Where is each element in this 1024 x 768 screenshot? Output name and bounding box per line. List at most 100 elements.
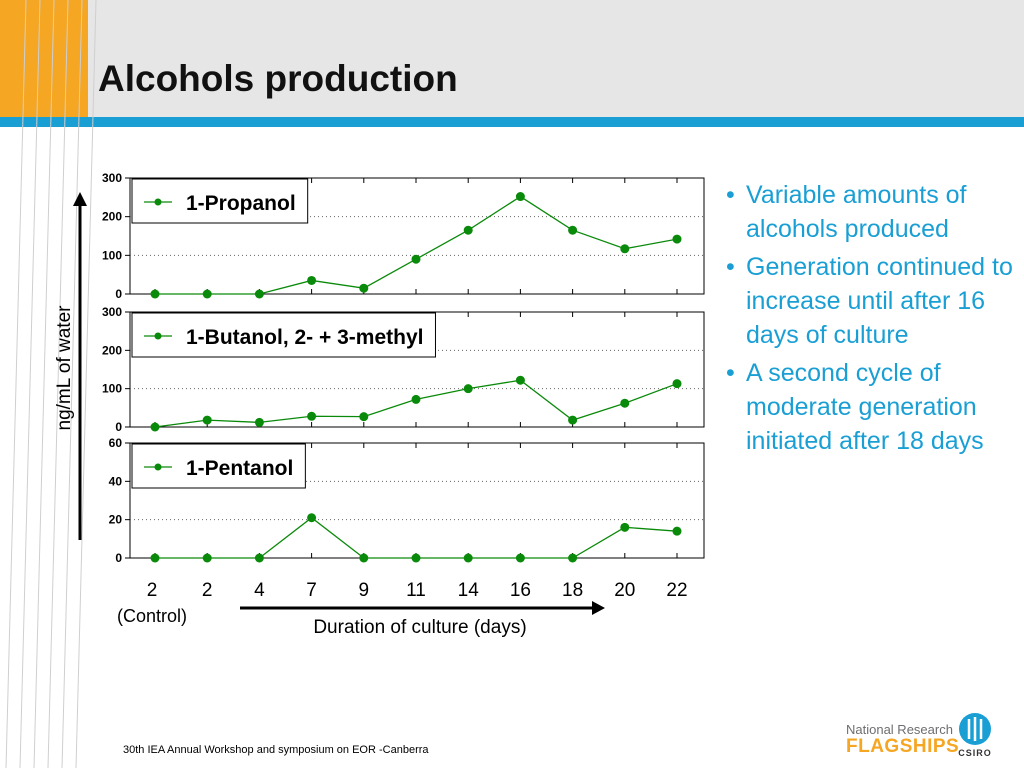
y-tick-label: 0 <box>115 287 122 301</box>
legend-swatch-marker <box>154 463 162 471</box>
bullet-dot-icon: • <box>726 359 735 387</box>
x-tick-label: 11 <box>406 580 426 601</box>
x-tick-label: 20 <box>614 580 635 601</box>
y-axis-label: ng/mL of water <box>54 305 75 431</box>
y-tick-label: 20 <box>109 513 123 527</box>
y-tick-label: 0 <box>115 551 122 565</box>
y-tick-label: 100 <box>102 382 122 396</box>
legend-label: 1-Pentanol <box>186 457 293 480</box>
header-blue-rule <box>0 117 1024 127</box>
bullet-item: • Generation continued to increase until … <box>724 250 1016 352</box>
decorative-line <box>61 0 83 768</box>
data-point <box>515 192 525 202</box>
data-point <box>359 412 369 422</box>
x-tick-label: 2 <box>202 580 213 601</box>
data-point <box>359 553 369 563</box>
data-point <box>254 289 264 299</box>
header-orange-block <box>0 0 88 117</box>
data-point <box>202 553 212 563</box>
control-label: (Control) <box>117 606 187 626</box>
bullet-dot-icon: • <box>726 253 735 281</box>
decorative-line <box>75 0 97 768</box>
decorative-line <box>47 0 69 768</box>
data-point <box>568 415 578 425</box>
data-point <box>254 417 264 427</box>
legend-label: 1-Butanol, 2- + 3-methyl <box>186 326 423 349</box>
chart-panel: 0 100 200 300 1-Propanol <box>102 171 705 301</box>
legend: 1-Propanol <box>131 178 309 224</box>
data-point <box>359 283 369 293</box>
y-tick-label: 100 <box>102 248 122 262</box>
data-point <box>202 415 212 425</box>
bullet-text: Generation continued to increase until a… <box>746 253 1013 349</box>
legend-swatch-marker <box>154 198 162 206</box>
legend-swatch-marker <box>154 332 162 340</box>
data-point <box>568 553 578 563</box>
x-tick-label: 22 <box>666 580 687 601</box>
x-axis-arrow-head <box>592 601 605 615</box>
data-point <box>307 275 317 285</box>
logo-line2: FLAGSHIPS <box>846 736 960 757</box>
x-tick-label: 2 <box>147 580 158 601</box>
chart-panel: 0 100 200 300 1-Butanol, 2- + 3-methyl <box>102 305 705 434</box>
slide-title: Alcohols production <box>98 58 458 99</box>
data-point <box>620 398 630 408</box>
x-axis-label: Duration of culture (days) <box>313 617 526 638</box>
data-point <box>150 553 160 563</box>
x-tick-label: 9 <box>359 580 370 601</box>
data-point <box>672 526 682 536</box>
bullet-item: • Variable amounts of alcohols produced <box>724 178 1016 246</box>
data-point <box>672 379 682 389</box>
data-point <box>620 522 630 532</box>
data-point <box>150 289 160 299</box>
logo-line1: National Research <box>846 722 953 737</box>
bullet-text: A second cycle of moderate generation in… <box>746 359 984 455</box>
y-tick-label: 0 <box>115 420 122 434</box>
bullet-list: • Variable amounts of alcohols produced • G… <box>724 178 1016 462</box>
data-point <box>254 553 264 563</box>
data-point <box>411 394 421 404</box>
x-tick-label: 4 <box>254 580 265 601</box>
data-point <box>307 411 317 421</box>
data-point <box>568 225 578 235</box>
y-tick-label: 40 <box>109 474 123 488</box>
decorative-line <box>19 0 41 768</box>
x-tick-label: 7 <box>306 580 317 601</box>
data-point <box>463 553 473 563</box>
data-point <box>463 225 473 235</box>
alcohols-chart: 01002003001-Propanol01002003001-Butanol,… <box>102 171 705 601</box>
decorative-line <box>5 0 27 768</box>
legend-label: 1-Propanol <box>186 192 296 215</box>
national-research-flagships-logo: National Research FLAGSHIPS CSIRO <box>846 712 996 758</box>
x-tick-label: 18 <box>562 580 583 601</box>
bullet-text: Variable amounts of alcohols produced <box>746 181 967 243</box>
decorative-side-lines <box>5 0 97 768</box>
y-tick-label: 60 <box>109 436 123 450</box>
data-point <box>307 513 317 523</box>
y-axis-arrow-head <box>73 192 87 206</box>
y-tick-label: 200 <box>102 210 122 224</box>
y-tick-label: 300 <box>102 171 122 185</box>
csiro-wordmark: CSIRO <box>958 748 992 758</box>
x-tick-label: 16 <box>510 580 531 601</box>
data-point <box>515 553 525 563</box>
data-point <box>672 234 682 244</box>
decorative-line <box>33 0 55 768</box>
data-point <box>150 422 160 432</box>
y-tick-label: 200 <box>102 343 122 357</box>
data-point <box>411 254 421 264</box>
data-point <box>620 244 630 254</box>
header-band <box>0 0 1024 117</box>
x-tick-label: 14 <box>458 580 480 601</box>
y-tick-label: 300 <box>102 305 122 319</box>
legend-box <box>131 312 436 358</box>
data-point <box>411 553 421 563</box>
data-point <box>202 289 212 299</box>
csiro-logo: CSIRO <box>958 713 992 758</box>
bullet-item: • A second cycle of moderate generation i… <box>724 356 1016 458</box>
data-point <box>463 384 473 394</box>
legend: 1-Butanol, 2- + 3-methyl <box>131 312 436 358</box>
chart-panel: 0 20 40 60 1-Pentanol <box>109 436 705 565</box>
legend: 1-Pentanol <box>131 443 306 489</box>
